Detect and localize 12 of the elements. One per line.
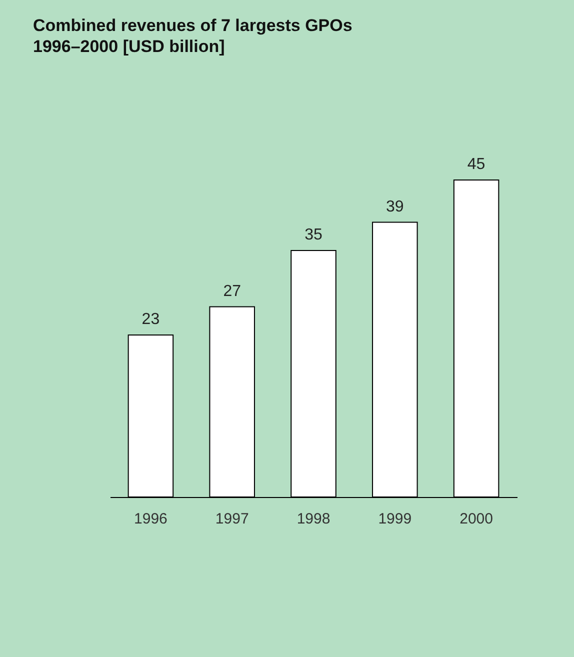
data-label: 39 (386, 198, 404, 216)
data-label: 35 (304, 226, 322, 244)
x-tick-label: 1996 (134, 510, 168, 528)
data-label: 23 (142, 310, 160, 328)
x-tick-label: 1999 (378, 510, 412, 528)
x-tick-label: 1998 (296, 510, 330, 528)
x-tick-label: 1997 (215, 510, 249, 528)
chart-title: Combined revenues of 7 largests GPOs (33, 16, 352, 35)
data-label: 45 (467, 156, 486, 173)
chart-subtitle: 1996–2000 [USD billion] (33, 37, 225, 56)
x-tick-label: 2000 (460, 510, 493, 528)
data-label: 27 (223, 282, 242, 300)
